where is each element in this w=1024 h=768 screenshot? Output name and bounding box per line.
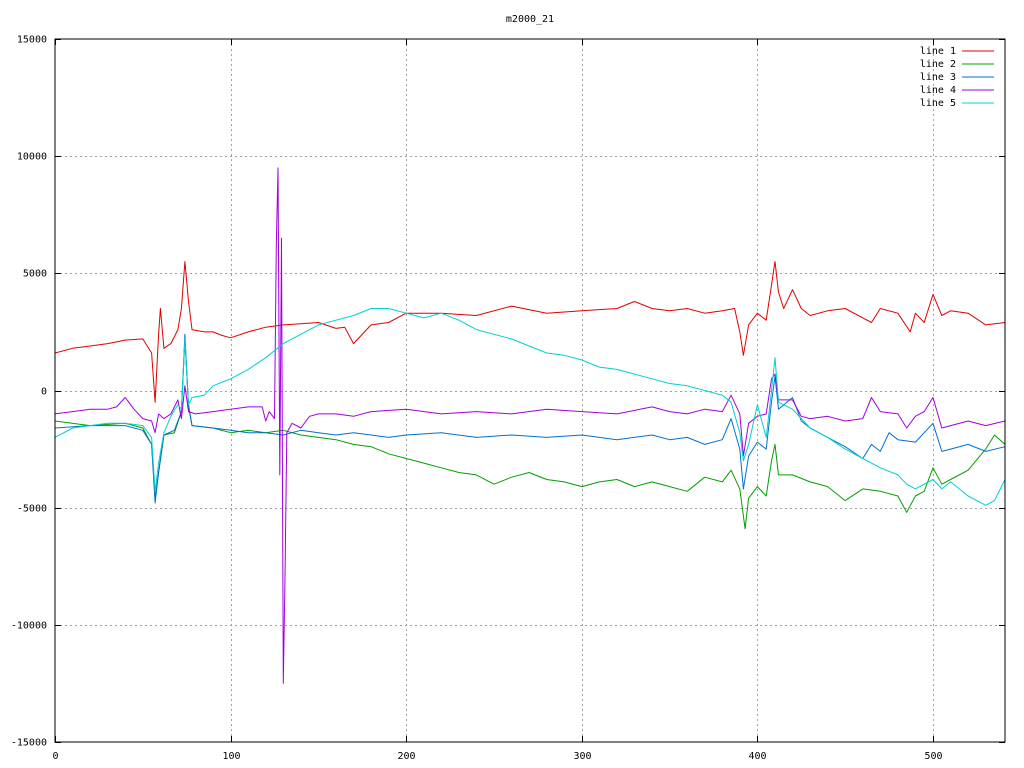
y-tick-label: -15000 bbox=[11, 738, 47, 749]
y-tick-labels: -15000 -10000 -5000 0 5000 10000 15000 bbox=[11, 35, 47, 749]
series-group bbox=[54, 167, 1006, 684]
series-line-2 bbox=[54, 338, 1006, 530]
chart-title: m2000_21 bbox=[506, 14, 554, 25]
y-tick-label: 0 bbox=[41, 387, 47, 398]
y-tick-label: 15000 bbox=[17, 35, 47, 46]
x-tick-labels: 0 100 200 300 400 500 bbox=[52, 751, 942, 762]
y-tick-label: 5000 bbox=[23, 269, 47, 280]
x-tick-label: 100 bbox=[222, 751, 240, 762]
legend-label-5: line 5 bbox=[920, 98, 956, 109]
legend-label-2: line 2 bbox=[920, 59, 956, 70]
legend-label-4: line 4 bbox=[920, 85, 956, 96]
series-line-1 bbox=[54, 261, 1006, 403]
series-line-5 bbox=[54, 308, 1006, 506]
y-tick-label: -5000 bbox=[17, 504, 47, 515]
plot-frame bbox=[54, 38, 1006, 743]
x-tick-label: 0 bbox=[52, 751, 58, 762]
x-tick-label: 500 bbox=[924, 751, 942, 762]
x-tick-label: 300 bbox=[573, 751, 591, 762]
axis-ticks bbox=[55, 39, 1005, 743]
series-line-4 bbox=[54, 167, 1006, 684]
x-tick-label: 400 bbox=[748, 751, 766, 762]
legend-label-1: line 1 bbox=[920, 46, 956, 57]
y-tick-label: -10000 bbox=[11, 621, 47, 632]
grid bbox=[55, 39, 1005, 742]
x-tick-label: 200 bbox=[397, 751, 415, 762]
legend: line 1 line 2 line 3 line 4 line 5 bbox=[920, 46, 994, 109]
legend-label-3: line 3 bbox=[920, 72, 956, 83]
y-tick-label: 10000 bbox=[17, 152, 47, 163]
